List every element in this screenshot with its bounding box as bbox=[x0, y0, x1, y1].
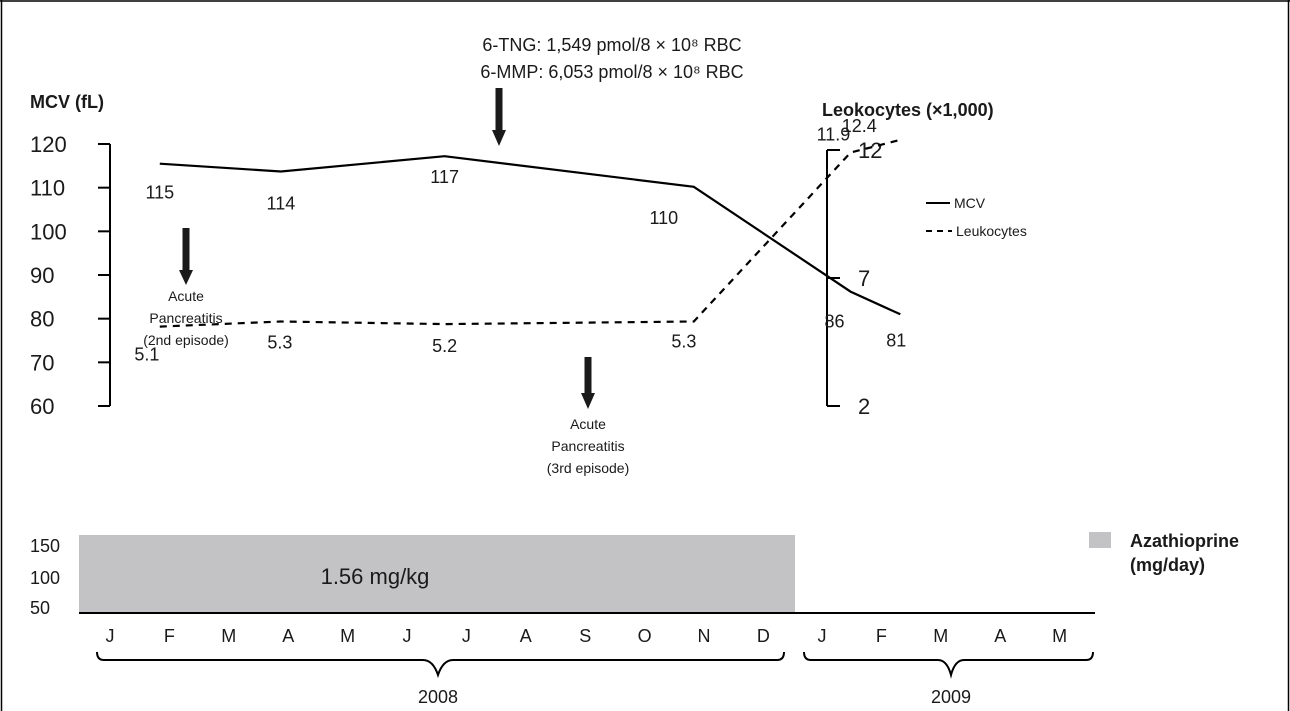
month-label-2008: A bbox=[282, 626, 294, 646]
arrow-pancreatitis-2 bbox=[179, 228, 193, 285]
series-leukocytes-value-label: 12.4 bbox=[842, 116, 877, 136]
left-tick-label: 120 bbox=[30, 132, 67, 157]
left-axis: 120 110 100 90 80 70 60 bbox=[30, 132, 111, 419]
legend-mcv-label: MCV bbox=[954, 195, 986, 211]
left-axis-title: MCV (fL) bbox=[30, 92, 104, 112]
legend: MCV Leukocytes bbox=[926, 195, 1027, 239]
month-label-2009: A bbox=[994, 626, 1006, 646]
month-label-2008: J bbox=[403, 626, 412, 646]
month-label-2008: D bbox=[757, 626, 770, 646]
arrow-tng bbox=[492, 88, 506, 146]
series-layer: 115 114 117 110 86 81 5.1 5.3 5.2 5.3 11.912.4 bbox=[134, 116, 906, 365]
left-tick-label: 60 bbox=[30, 394, 54, 419]
svg-text:Pancreatitis: Pancreatitis bbox=[551, 438, 624, 454]
azathioprine-legend-swatch bbox=[1089, 532, 1111, 548]
svg-text:Acute: Acute bbox=[570, 416, 606, 432]
azathioprine-bar bbox=[79, 535, 795, 613]
month-label-2008: S bbox=[579, 626, 591, 646]
month-label-2009: J bbox=[818, 626, 827, 646]
svg-text:Pancreatitis: Pancreatitis bbox=[149, 310, 222, 326]
svg-text:Acute: Acute bbox=[168, 288, 204, 304]
right-tick-label: 7 bbox=[858, 266, 870, 291]
annotation-tng: 6-TNG: 1,549 pmol/8 × 10⁸ RBC bbox=[482, 35, 741, 55]
series-mcv-value-label: 81 bbox=[886, 330, 906, 350]
series-leukocytes-value-label: 11.9 bbox=[817, 125, 851, 145]
month-label-2009: F bbox=[876, 626, 887, 646]
brace-2008 bbox=[96, 651, 785, 679]
left-tick-label: 70 bbox=[30, 350, 54, 375]
month-label-2008: M bbox=[221, 626, 236, 646]
year-2009-label: 2009 bbox=[931, 687, 971, 707]
svg-text:(3rd episode): (3rd episode) bbox=[547, 460, 630, 476]
brace-2009 bbox=[803, 651, 1094, 679]
series-mcv-value-label: 117 bbox=[430, 167, 459, 187]
arrow-pancreatitis-3 bbox=[581, 357, 595, 409]
azathioprine-legend-line1: Azathioprine bbox=[1130, 531, 1239, 551]
series-mcv-value-label: 114 bbox=[267, 194, 296, 214]
left-tick-label: 90 bbox=[30, 263, 54, 288]
svg-text:(2nd episode): (2nd episode) bbox=[143, 332, 229, 348]
legend-leukocytes-label: Leukocytes bbox=[956, 223, 1027, 239]
series-mcv-value-label: 86 bbox=[824, 312, 844, 332]
left-tick-label: 110 bbox=[30, 176, 65, 201]
series-leukocytes-value-label: 5.1 bbox=[134, 345, 159, 365]
aza-tick-150: 150 bbox=[30, 536, 60, 556]
right-tick-label: 12 bbox=[858, 138, 882, 163]
annotation-mmp: 6-MMP: 6,053 pmol/8 × 10⁸ RBC bbox=[480, 62, 743, 82]
azathioprine-bar-label: 1.56 mg/kg bbox=[321, 564, 430, 589]
month-label-2008: J bbox=[462, 626, 471, 646]
aza-tick-50: 50 bbox=[30, 598, 50, 618]
year-2008-label: 2008 bbox=[418, 687, 458, 707]
left-tick-label: 80 bbox=[30, 307, 54, 332]
month-label-2008: M bbox=[340, 626, 355, 646]
series-mcv-line bbox=[159, 155, 901, 316]
azathioprine-legend-line2: (mg/day) bbox=[1130, 555, 1205, 575]
series-leukocytes-value-label: 5.2 bbox=[432, 336, 457, 356]
month-label-2009: M bbox=[933, 626, 948, 646]
month-label-2008: A bbox=[520, 626, 532, 646]
label-pancreatitis-2: Acute Pancreatitis (2nd episode) bbox=[143, 288, 229, 348]
month-label-2008: N bbox=[698, 626, 711, 646]
right-axis-title: Leokocytes (×1,000) bbox=[822, 100, 994, 120]
series-leukocytes-value-label: 5.3 bbox=[671, 332, 696, 352]
series-mcv-value-label: 115 bbox=[145, 183, 174, 203]
label-pancreatitis-3: Acute Pancreatitis (3rd episode) bbox=[547, 416, 630, 476]
aza-tick-100: 100 bbox=[30, 568, 60, 588]
month-label-2009: M bbox=[1052, 626, 1067, 646]
series-mcv-value-label: 110 bbox=[649, 208, 678, 228]
month-label-2008: O bbox=[638, 626, 652, 646]
right-tick-label: 2 bbox=[858, 394, 870, 419]
series-leukocytes-value-label: 5.3 bbox=[267, 333, 292, 353]
right-axis: 12 7 2 bbox=[826, 138, 882, 419]
month-label-2008: J bbox=[106, 626, 115, 646]
series-leukocytes-line bbox=[159, 137, 902, 328]
left-tick-label: 100 bbox=[30, 219, 67, 244]
month-label-2008: F bbox=[164, 626, 175, 646]
